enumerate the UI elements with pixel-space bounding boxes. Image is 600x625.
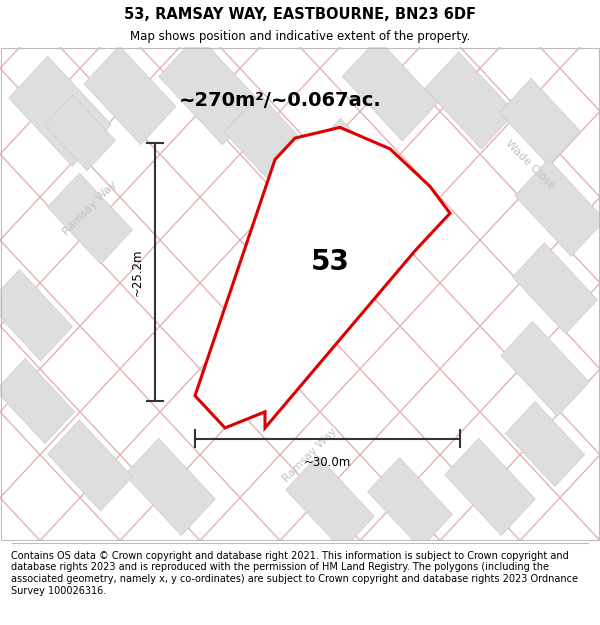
Polygon shape <box>368 458 452 549</box>
Polygon shape <box>342 39 438 141</box>
Text: Ramsay Way: Ramsay Way <box>281 426 339 484</box>
Polygon shape <box>0 269 73 361</box>
Polygon shape <box>224 94 316 192</box>
Polygon shape <box>159 35 261 145</box>
Polygon shape <box>512 243 598 334</box>
Polygon shape <box>44 95 115 171</box>
Polygon shape <box>9 56 111 166</box>
Polygon shape <box>47 420 133 511</box>
Text: 53, RAMSAY WAY, EASTBOURNE, BN23 6DF: 53, RAMSAY WAY, EASTBOURNE, BN23 6DF <box>124 6 476 21</box>
Polygon shape <box>445 438 535 536</box>
Text: Contains OS data © Crown copyright and database right 2021. This information is : Contains OS data © Crown copyright and d… <box>11 551 578 596</box>
Text: Map shows position and indicative extent of the property.: Map shows position and indicative extent… <box>130 30 470 43</box>
Polygon shape <box>125 438 215 536</box>
Polygon shape <box>307 118 394 212</box>
Text: 53: 53 <box>311 248 349 276</box>
Polygon shape <box>501 321 589 416</box>
Text: ~25.2m: ~25.2m <box>131 249 143 296</box>
Text: Wade Close: Wade Close <box>503 139 556 191</box>
Polygon shape <box>499 78 581 166</box>
Polygon shape <box>47 173 133 264</box>
Polygon shape <box>195 127 450 428</box>
Polygon shape <box>0 359 74 444</box>
Polygon shape <box>505 401 584 486</box>
Text: Ramsay Way: Ramsay Way <box>61 179 119 237</box>
Polygon shape <box>84 46 176 144</box>
Polygon shape <box>515 159 600 256</box>
Polygon shape <box>286 456 374 551</box>
Text: ~270m²/~0.067ac.: ~270m²/~0.067ac. <box>179 91 382 110</box>
Text: ~30.0m: ~30.0m <box>304 456 351 469</box>
Polygon shape <box>425 52 515 149</box>
